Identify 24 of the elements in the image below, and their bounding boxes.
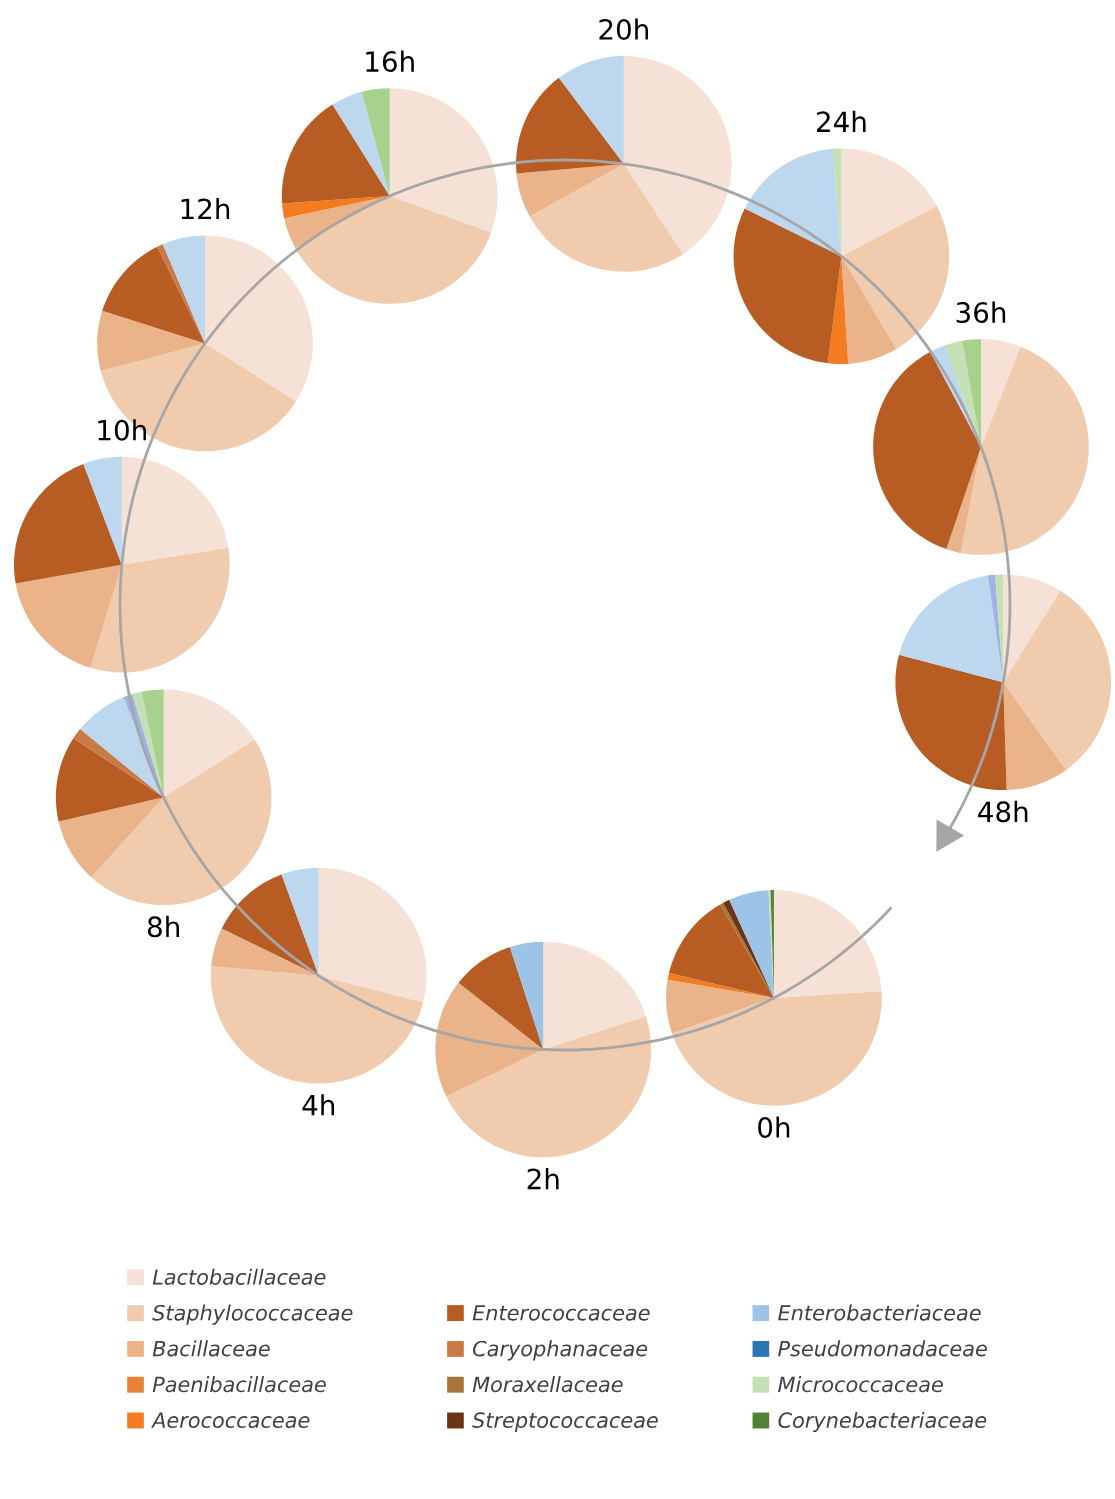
legend-label: Enterobacteriaceae (778, 1304, 981, 1321)
text: 2h (527, 1168, 559, 1190)
legend-label: Micrococcaceae (778, 1376, 943, 1393)
text: 0h (758, 1116, 790, 1138)
legend-label: Paenibacillaceae (152, 1376, 326, 1393)
legend-label: Caryophanaceae (473, 1340, 648, 1361)
chart-title: 20h (599, 18, 648, 40)
text: 4h (302, 1094, 335, 1116)
legend-label: Pseudomonadaceae (778, 1340, 987, 1357)
chart-title: 10h (98, 419, 146, 441)
chart-title: 24h (816, 110, 866, 132)
legend-label: Staphylococcaceae (152, 1304, 353, 1325)
legend-label: Corynebacteriaceae (778, 1411, 987, 1433)
chart-title: 16h (366, 50, 414, 73)
text: 8h (147, 915, 179, 938)
legend-label: Moraxellaceae (472, 1376, 623, 1393)
chart-title: 36h (956, 301, 1006, 324)
legend-label: Aerococcaceae (151, 1412, 310, 1429)
legend-label: Bacillaceae (152, 1340, 270, 1357)
text: 48h (978, 800, 1028, 823)
legend-label: Lactobacillaceae (152, 1268, 326, 1285)
chart-title: 12h (181, 197, 230, 220)
legend-label: Streptococcaceae (472, 1412, 658, 1433)
legend-label: Enterococcaceae (472, 1305, 650, 1321)
